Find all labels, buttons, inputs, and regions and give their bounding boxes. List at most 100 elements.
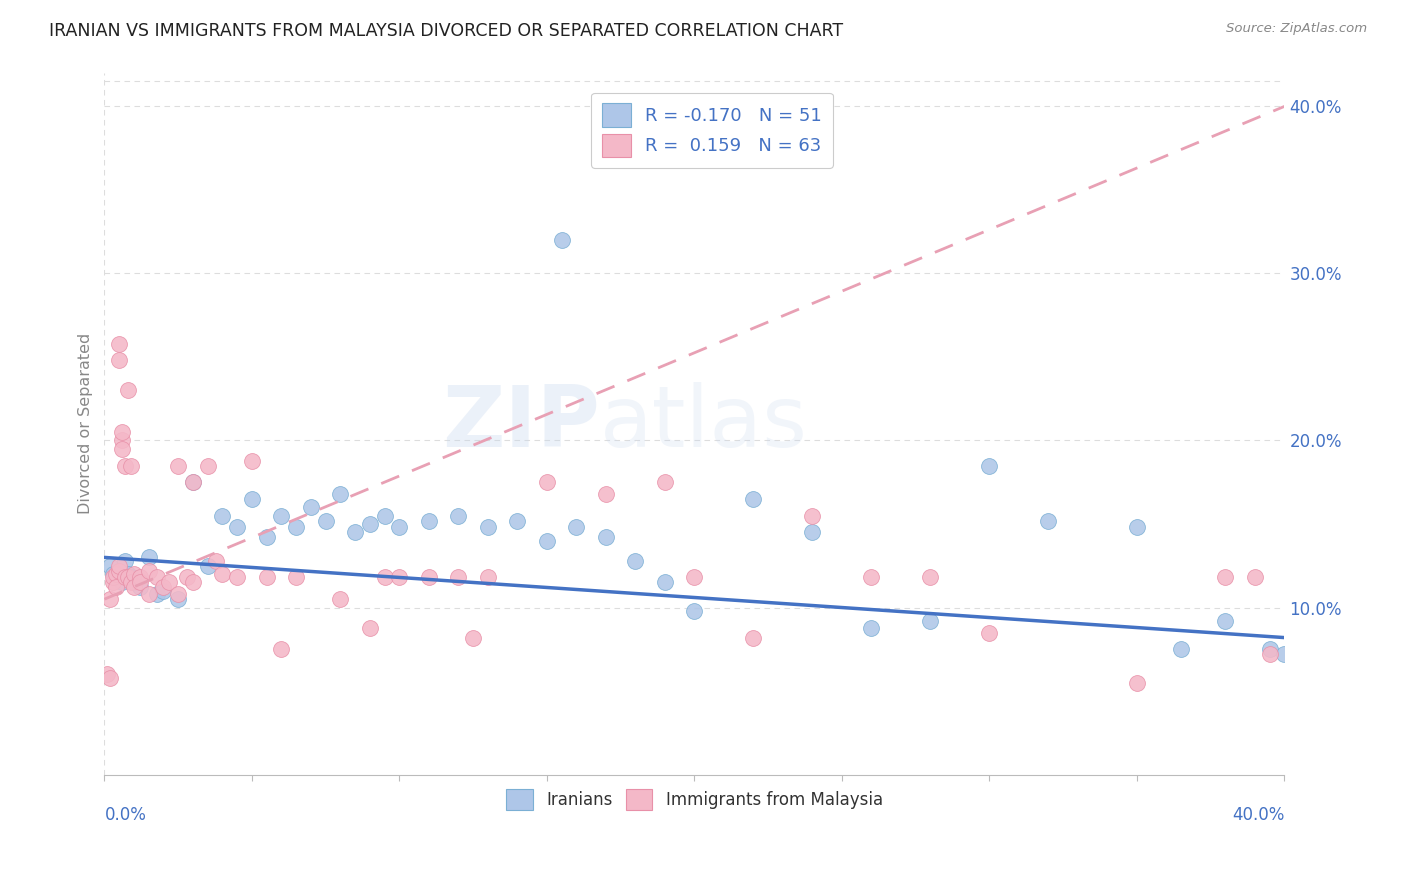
Point [167, 458, 190, 473]
Point [388, 520, 411, 534]
Point [1274, 648, 1296, 662]
Point [860, 570, 883, 584]
Point [105, 570, 128, 584]
Point [506, 514, 529, 528]
Point [683, 604, 706, 618]
Point [1215, 614, 1237, 628]
Point [1126, 520, 1149, 534]
Point [103, 567, 125, 582]
Point [108, 564, 131, 578]
Point [117, 567, 139, 582]
Point [463, 631, 485, 645]
Point [256, 530, 278, 544]
Point [447, 508, 470, 523]
Point [181, 475, 204, 490]
Point [152, 581, 174, 595]
Text: ZIP: ZIP [443, 383, 600, 466]
Point [742, 631, 765, 645]
Point [105, 581, 128, 595]
Point [197, 458, 219, 473]
Point [595, 487, 617, 501]
Point [418, 570, 440, 584]
Point [860, 621, 883, 635]
Point [315, 514, 337, 528]
Point [167, 587, 190, 601]
Point [120, 570, 142, 584]
Point [152, 583, 174, 598]
Point [801, 525, 824, 540]
Point [285, 570, 308, 584]
Point [111, 425, 134, 439]
Point [108, 564, 131, 578]
Text: Source: ZipAtlas.com: Source: ZipAtlas.com [1226, 22, 1367, 36]
Text: atlas: atlas [600, 383, 808, 466]
Point [117, 384, 139, 398]
Point [98, 592, 121, 607]
Point [1258, 648, 1281, 662]
Point [683, 570, 706, 584]
Point [105, 567, 128, 582]
Point [801, 508, 824, 523]
Point [256, 570, 278, 584]
Text: 0.0%: 0.0% [104, 806, 146, 824]
Point [240, 491, 263, 506]
Point [111, 442, 134, 456]
Point [536, 533, 558, 548]
Point [205, 554, 228, 568]
Point [167, 592, 190, 607]
Point [1038, 514, 1060, 528]
Point [120, 458, 142, 473]
Point [536, 475, 558, 490]
Point [654, 575, 676, 590]
Point [138, 564, 160, 578]
Point [122, 575, 145, 590]
Point [477, 520, 499, 534]
Point [114, 458, 136, 473]
Y-axis label: Divorced or Separated: Divorced or Separated [79, 333, 93, 515]
Point [181, 475, 204, 490]
Point [374, 508, 396, 523]
Point [146, 570, 169, 584]
Point [108, 336, 131, 351]
Point [226, 570, 249, 584]
Point [103, 575, 125, 590]
Point [418, 514, 440, 528]
Point [226, 520, 249, 534]
Point [128, 581, 150, 595]
Point [388, 570, 411, 584]
Point [270, 642, 292, 657]
Point [979, 458, 1001, 473]
Point [146, 587, 169, 601]
Point [181, 575, 204, 590]
Point [114, 570, 136, 584]
Point [920, 570, 942, 584]
Point [128, 570, 150, 584]
Point [344, 525, 367, 540]
Point [114, 554, 136, 568]
Point [270, 508, 292, 523]
Point [979, 625, 1001, 640]
Point [108, 353, 131, 368]
Point [111, 434, 134, 448]
Point [108, 558, 131, 573]
Point [565, 520, 588, 534]
Point [329, 592, 352, 607]
Legend: Iranians, Immigrants from Malaysia: Iranians, Immigrants from Malaysia [499, 782, 890, 817]
Point [1126, 675, 1149, 690]
Point [1215, 570, 1237, 584]
Text: IRANIAN VS IMMIGRANTS FROM MALAYSIA DIVORCED OR SEPARATED CORRELATION CHART: IRANIAN VS IMMIGRANTS FROM MALAYSIA DIVO… [49, 22, 844, 40]
Point [285, 520, 308, 534]
Point [122, 567, 145, 582]
Point [122, 581, 145, 595]
Point [197, 558, 219, 573]
Point [624, 554, 647, 568]
Point [1170, 642, 1192, 657]
Point [299, 500, 322, 515]
Point [138, 587, 160, 601]
Point [374, 570, 396, 584]
Point [359, 516, 381, 531]
Point [157, 575, 180, 590]
Point [128, 575, 150, 590]
Point [1244, 570, 1267, 584]
Point [742, 491, 765, 506]
